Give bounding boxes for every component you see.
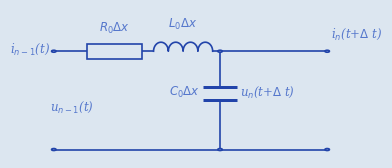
Text: $L_0\Delta x$: $L_0\Delta x$ [169, 17, 198, 32]
Text: i$_n$(t+$\Delta$ t): i$_n$(t+$\Delta$ t) [331, 27, 382, 43]
Text: u$_n$(t+$\Delta$ t): u$_n$(t+$\Delta$ t) [240, 85, 295, 100]
Text: u$_{n-1}$(t): u$_{n-1}$(t) [50, 99, 94, 115]
Bar [87, 44, 142, 59]
Circle shape [52, 149, 56, 151]
Circle shape [325, 50, 329, 52]
Circle shape [218, 50, 222, 52]
Text: i$_{n-1}$(t): i$_{n-1}$(t) [10, 42, 50, 57]
Circle shape [52, 50, 56, 52]
Text: $R_0\Delta x$: $R_0\Delta x$ [99, 20, 130, 36]
Circle shape [218, 149, 222, 151]
Text: $C_0\Delta x$: $C_0\Delta x$ [169, 85, 200, 100]
Circle shape [325, 149, 329, 151]
